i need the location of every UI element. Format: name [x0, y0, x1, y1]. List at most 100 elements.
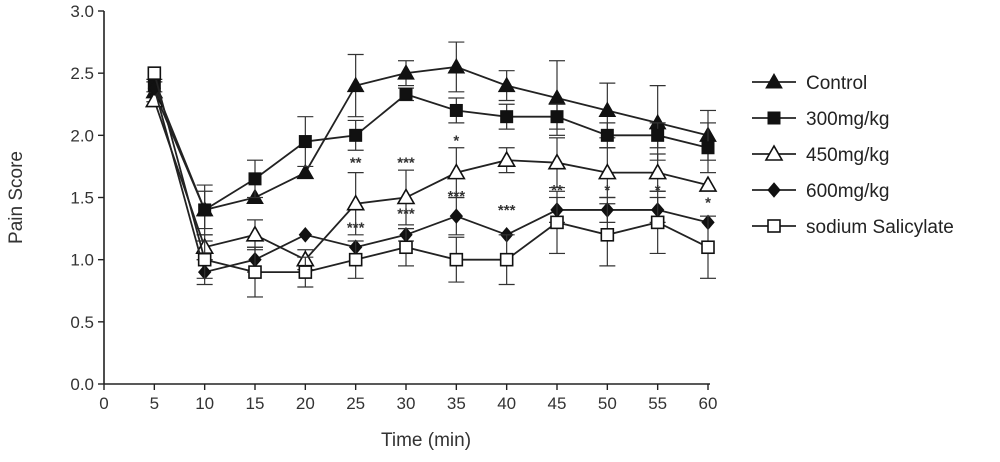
x-tick-label: 0 — [99, 394, 108, 413]
x-tick-label: 10 — [195, 394, 214, 413]
legend-item: sodium Salicylate — [752, 217, 954, 238]
data-point — [500, 110, 514, 124]
data-point — [598, 101, 617, 117]
data-point — [650, 215, 665, 230]
significance-marker: *** — [498, 202, 516, 219]
significance-marker: ** — [350, 155, 362, 172]
data-point — [346, 194, 366, 211]
x-tick-label: 35 — [447, 394, 466, 413]
legend-marker — [764, 144, 784, 161]
data-point — [497, 150, 517, 167]
data-point — [648, 163, 668, 180]
significance-annotations: ** ****************** * ** — [347, 132, 711, 236]
x-tick-label: 5 — [150, 394, 159, 413]
significance-marker: *** — [397, 206, 415, 223]
data-point — [550, 215, 564, 230]
series-1 — [146, 78, 716, 230]
data-point — [198, 203, 212, 217]
y-tick-label: 1.5 — [70, 189, 94, 208]
data-point — [349, 128, 363, 142]
x-tick-label: 50 — [598, 394, 617, 413]
legend-item: 600mg/kg — [752, 181, 889, 202]
data-point — [447, 57, 466, 74]
significance-marker: * — [453, 132, 459, 149]
data-point — [296, 163, 315, 180]
data-point — [248, 265, 262, 279]
data-point — [348, 252, 363, 267]
legend-marker — [767, 111, 781, 125]
data-point — [701, 141, 715, 155]
data-point — [701, 240, 715, 255]
legend-item: Control — [752, 72, 867, 94]
x-tick-label: 15 — [246, 394, 265, 413]
data-point — [346, 76, 365, 93]
x-tick-label: 60 — [699, 394, 718, 413]
significance-marker: *** — [397, 155, 415, 172]
legend-marker — [767, 219, 781, 233]
series-line — [153, 72, 709, 274]
data-point — [449, 208, 463, 224]
data-point — [449, 252, 464, 267]
data-point — [147, 66, 162, 80]
data-point — [600, 228, 615, 242]
data-point — [651, 128, 665, 142]
y-tick-label: 3.0 — [70, 2, 94, 21]
legend-label: 600mg/kg — [806, 181, 889, 202]
y-tick-label: 1.0 — [70, 251, 94, 270]
legend-marker — [765, 72, 783, 89]
data-point — [497, 76, 516, 93]
x-tick-label: 30 — [397, 394, 416, 413]
data-point — [298, 265, 313, 279]
significance-marker: * — [655, 182, 661, 199]
y-axis-label: Pain Score — [6, 151, 27, 244]
data-point — [197, 252, 212, 267]
legend-item: 450mg/kg — [752, 144, 889, 166]
y-tick-label: 2.5 — [70, 64, 94, 83]
significance-marker: * — [705, 194, 711, 211]
legend-label: 300mg/kg — [806, 109, 889, 130]
y-ticks: 0.0 0.5 1.0 1.5 2.0 2.5 3.0 — [70, 2, 104, 394]
x-tick-label: 40 — [497, 394, 516, 413]
data-point — [547, 153, 567, 170]
legend-label: 450mg/kg — [806, 145, 889, 166]
x-tick-label: 25 — [346, 394, 365, 413]
x-tick-label: 20 — [296, 394, 315, 413]
series-layer — [144, 41, 718, 298]
significance-marker: *** — [448, 188, 466, 205]
y-tick-label: 0.5 — [70, 313, 94, 332]
data-point — [399, 87, 413, 101]
series-line — [153, 87, 709, 274]
series-2 — [144, 90, 718, 271]
data-point — [550, 110, 564, 124]
y-tick-label: 0.0 — [70, 375, 94, 394]
data-point — [698, 175, 718, 192]
x-ticks: 0 5 10 15 20 25 30 35 40 45 50 55 60 — [99, 384, 717, 413]
data-point — [446, 163, 466, 180]
data-point — [399, 240, 413, 255]
x-tick-label: 45 — [548, 394, 567, 413]
legend: Control 300mg/kg 450mg/kg 600mg/kg sodium Sa… — [752, 72, 954, 238]
series-line — [153, 100, 709, 261]
series-0 — [145, 41, 717, 236]
data-point — [597, 163, 617, 180]
legend-marker — [767, 182, 781, 198]
legend-label: sodium Salicylate — [806, 217, 954, 238]
data-point — [449, 103, 463, 117]
significance-marker: * — [604, 182, 610, 199]
series-line — [153, 66, 709, 211]
significance-marker: ** — [551, 182, 563, 199]
data-point — [397, 64, 415, 80]
data-point — [499, 252, 514, 267]
series-4 — [147, 66, 716, 298]
data-point — [298, 135, 312, 149]
y-tick-label: 2.0 — [70, 126, 94, 145]
x-tick-label: 55 — [648, 394, 667, 413]
data-point — [396, 187, 416, 205]
data-point — [600, 128, 614, 142]
data-point — [245, 225, 265, 242]
significance-marker: *** — [347, 219, 365, 236]
legend-item: 300mg/kg — [752, 109, 889, 130]
data-point — [298, 227, 312, 243]
legend-label: Control — [806, 73, 867, 94]
